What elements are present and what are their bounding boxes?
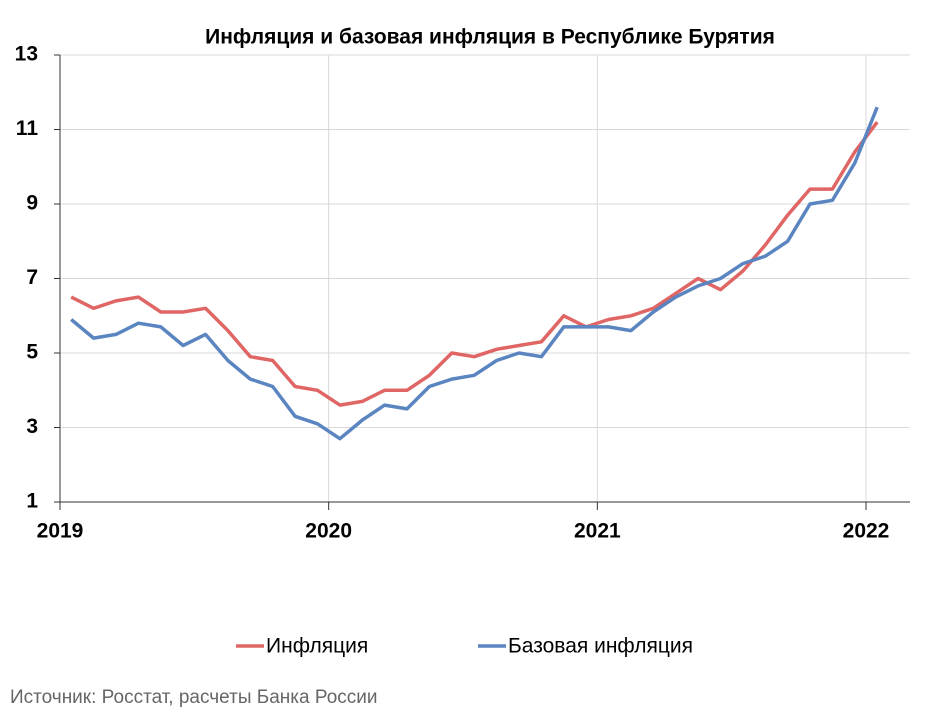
series-line: [70, 106, 879, 441]
x-tick-label: 2021: [574, 520, 621, 543]
legend-label: Инфляция: [266, 635, 368, 658]
x-tick-label: 2022: [843, 520, 890, 543]
chart-title: Инфляция и базовая инфляция в Республике…: [205, 26, 775, 49]
y-tick-label: 13: [15, 43, 38, 66]
legend-label: Базовая инфляция: [508, 635, 693, 658]
y-tick-label: 7: [26, 266, 38, 289]
y-tick-label: 3: [26, 415, 38, 438]
y-tick-label: 11: [16, 117, 39, 140]
y-tick-label: 5: [26, 341, 38, 364]
y-tick-label: 1: [26, 490, 38, 513]
x-tick-label: 2019: [37, 520, 84, 543]
x-tick-label: 2020: [305, 520, 352, 543]
y-tick-label: 9: [26, 192, 38, 215]
source-note: Источник: Росстат, расчеты Банка России: [10, 687, 378, 708]
series-line: [70, 121, 879, 407]
